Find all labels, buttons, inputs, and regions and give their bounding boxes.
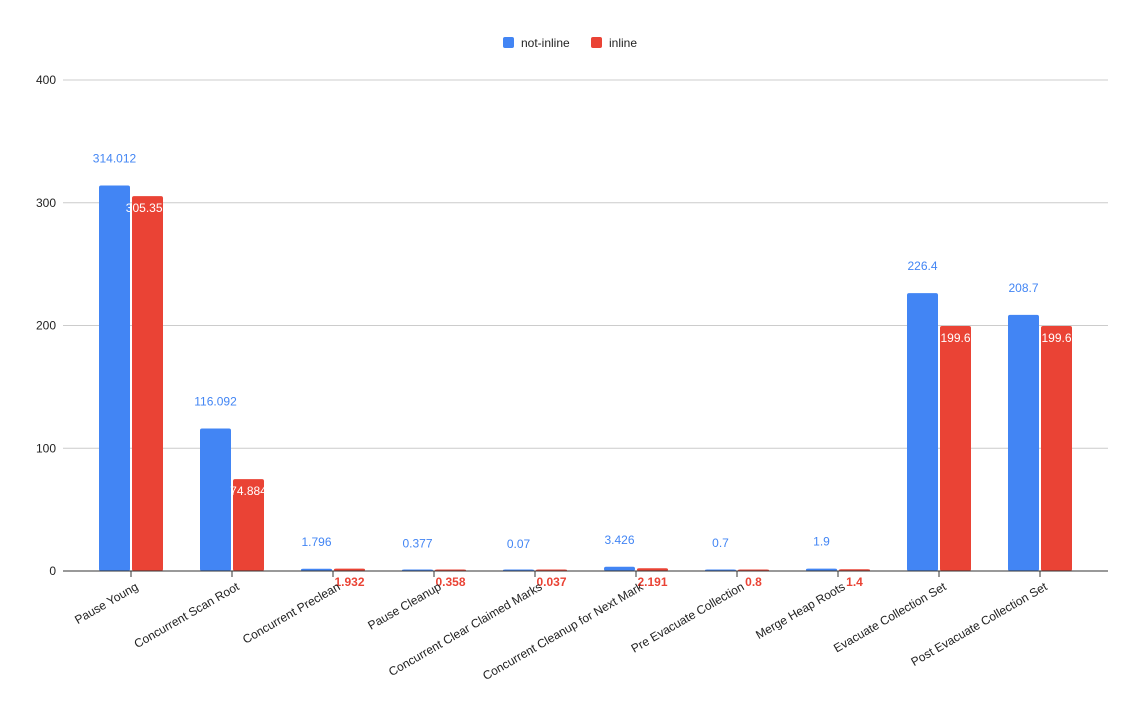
data-label-inline: 1.4	[846, 575, 863, 589]
data-label-inline: 74.884	[230, 484, 267, 498]
data-label-not-inline: 0.377	[402, 537, 432, 551]
legend: not-inline inline	[503, 36, 637, 50]
bar-not-inline	[604, 566, 635, 571]
bar-inline	[334, 568, 365, 571]
x-tick-label: Concurrent Cleanup for Next Mark	[480, 579, 646, 683]
legend-swatch-inline	[591, 37, 602, 48]
bar-not-inline	[907, 293, 938, 571]
bar-inline	[1041, 325, 1072, 571]
bar-not-inline	[301, 568, 332, 571]
y-tick-label: 300	[36, 196, 56, 210]
x-tick-label: Pause Cleanup	[365, 579, 443, 632]
bar-inline	[940, 325, 971, 571]
data-label-inline: 199.6	[1041, 331, 1071, 345]
x-tick-label: Merge Heap Roots	[753, 579, 847, 641]
x-tick-label: Concurrent Preclean	[240, 579, 342, 646]
bar-not-inline	[200, 428, 231, 571]
y-tick-label: 0	[49, 564, 56, 578]
bar-not-inline	[1008, 314, 1039, 571]
data-label-not-inline: 0.7	[712, 536, 729, 550]
data-label-inline: 199.6	[940, 331, 970, 345]
data-label-inline: 305.352	[126, 201, 170, 215]
data-label-not-inline: 0.07	[507, 537, 531, 551]
x-tick-label: Concurrent Scan Root	[132, 579, 242, 651]
data-label-inline: 0.037	[536, 575, 566, 589]
data-label-not-inline: 208.7	[1008, 281, 1038, 295]
bar-inline	[132, 196, 163, 571]
x-tick-label: Pause Young	[72, 579, 140, 626]
data-label-inline: 0.358	[435, 575, 465, 589]
y-tick-label: 100	[36, 441, 56, 455]
y-tick-label: 200	[36, 319, 56, 333]
data-label-not-inline: 116.092	[194, 394, 237, 408]
y-tick-label: 400	[36, 73, 56, 87]
legend-swatch-not-inline	[503, 37, 514, 48]
bar-inline	[637, 568, 668, 571]
bars: 314.012 305.352 116.092 74.884 1.796 1.932 0.3…	[93, 152, 1072, 589]
x-tick-label: Pre Evacuate Collection	[629, 579, 747, 655]
legend-label-inline: inline	[609, 36, 637, 50]
data-label-inline: 1.932	[334, 575, 364, 589]
data-label-inline: 2.191	[637, 575, 667, 589]
data-label-not-inline: 314.012	[93, 152, 137, 166]
data-label-inline: 0.8	[745, 575, 762, 589]
data-label-not-inline: 1.796	[301, 535, 331, 549]
y-axis: 0 100 200 300 400	[36, 73, 56, 578]
bar-inline	[233, 479, 264, 571]
data-label-not-inline: 1.9	[813, 535, 830, 549]
data-label-not-inline: 226.4	[907, 259, 937, 273]
bar-not-inline	[806, 568, 837, 571]
bar-not-inline	[99, 185, 130, 571]
data-label-not-inline: 3.426	[604, 533, 634, 547]
legend-label-not-inline: not-inline	[521, 36, 570, 50]
